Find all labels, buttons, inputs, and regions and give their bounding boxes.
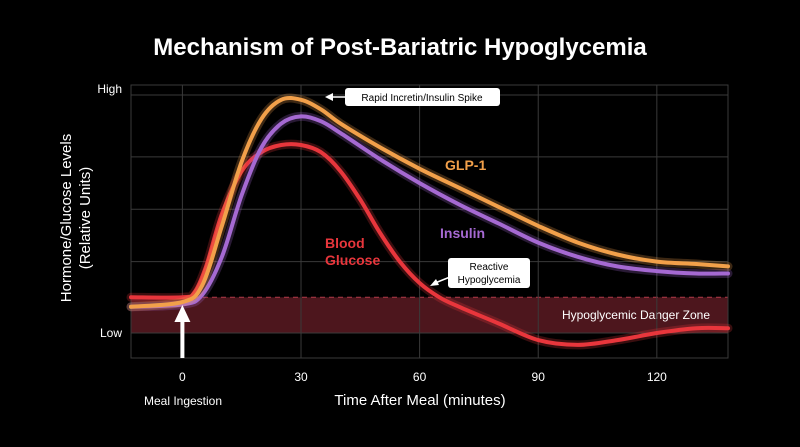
meal-ingestion-label: Meal Ingestion bbox=[144, 394, 222, 408]
y-axis-label-line1: Hormone/Glucose Levels bbox=[58, 134, 75, 302]
x-tick-label: 60 bbox=[413, 370, 427, 384]
series-label-glucose-line2: Glucose bbox=[325, 252, 380, 268]
danger-zone-band bbox=[131, 297, 728, 333]
spike-note-text: Rapid Incretin/Insulin Spike bbox=[361, 93, 483, 104]
series-line-insulin bbox=[129, 114, 730, 309]
x-tick-labels: 0 30 60 90 120 bbox=[179, 370, 667, 384]
x-tick-label: 0 bbox=[179, 370, 186, 384]
series-group bbox=[126, 93, 733, 350]
x-tick-label: 90 bbox=[532, 370, 546, 384]
y-tick-low: Low bbox=[100, 326, 122, 340]
y-tick-high: High bbox=[97, 82, 122, 96]
spike-annotation: Rapid Incretin/Insulin Spike bbox=[325, 88, 500, 106]
y-axis-label-line2: (Relative Units) bbox=[77, 167, 94, 270]
plot-frame bbox=[130, 84, 729, 359]
danger-zone: Hypoglycemic Danger Zone bbox=[131, 296, 728, 334]
series-label-glp1: GLP-1 bbox=[445, 157, 486, 173]
reactive-annotation: Reactive Hypoglycemia bbox=[430, 258, 530, 288]
meal-arrow-head bbox=[174, 305, 191, 322]
chart-title: Mechanism of Post-Bariatric Hypoglycemia bbox=[153, 34, 647, 61]
x-axis-label: Time After Meal (minutes) bbox=[334, 392, 505, 409]
y-axis-label: Hormone/Glucose Levels (Relative Units) bbox=[58, 134, 94, 302]
danger-zone-label: Hypoglycemic Danger Zone bbox=[562, 308, 710, 322]
reactive-note-box bbox=[448, 258, 530, 288]
spike-note-box bbox=[345, 88, 500, 106]
reactive-note-line2: Hypoglycemia bbox=[458, 275, 521, 286]
series-line-blood-glucose bbox=[129, 142, 730, 347]
series-label-insulin: Insulin bbox=[440, 225, 485, 241]
x-tick-label: 30 bbox=[294, 370, 308, 384]
spike-arrow-head bbox=[325, 93, 333, 101]
series-label-glucose-line1: Blood bbox=[325, 235, 365, 251]
series-line-glp1 bbox=[129, 95, 730, 309]
reactive-arrow-head bbox=[430, 279, 439, 286]
series-line-glp1-glow bbox=[126, 93, 733, 312]
grid bbox=[130, 84, 729, 359]
x-tick-label: 120 bbox=[647, 370, 667, 384]
reactive-note-line1: Reactive bbox=[470, 262, 509, 273]
meal-arrow bbox=[174, 305, 191, 358]
